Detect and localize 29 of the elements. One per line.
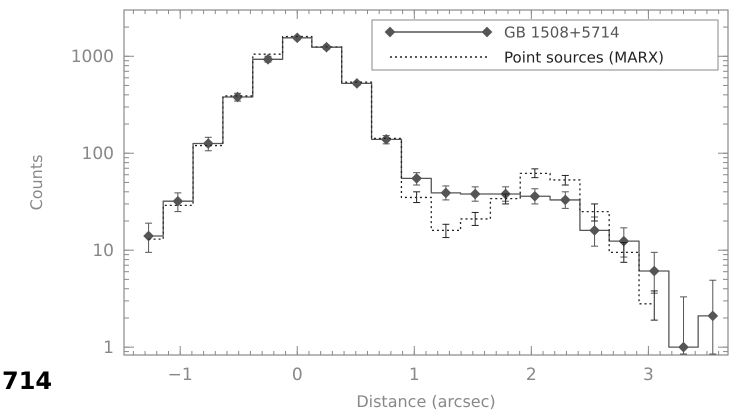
x-axis-title: Distance (arcsec) <box>356 392 496 411</box>
y-tick-label: 100 <box>82 144 114 164</box>
point <box>203 138 214 149</box>
x-tick-label: −1 <box>168 365 193 385</box>
y-tick-label: 1 <box>103 338 114 358</box>
text: 714 <box>2 367 52 395</box>
point <box>440 188 451 198</box>
x-tick-label: 2 <box>526 365 537 385</box>
point <box>352 78 362 88</box>
point <box>560 194 570 206</box>
y-tick-label: 1000 <box>70 47 114 68</box>
x-tick-label: 0 <box>292 365 303 385</box>
legend-label: GB 1508+5714 <box>504 23 620 42</box>
point <box>470 188 480 200</box>
point <box>708 310 718 322</box>
x-tick-label: 3 <box>642 365 654 385</box>
point <box>678 342 689 352</box>
point <box>412 173 422 184</box>
point <box>292 32 302 43</box>
point <box>172 196 183 206</box>
x-tick-label: 1 <box>408 365 420 385</box>
point <box>589 225 600 236</box>
point <box>321 42 332 52</box>
point <box>530 191 540 202</box>
point <box>649 266 660 276</box>
point <box>143 230 154 242</box>
y-axis-title: Counts <box>27 154 46 210</box>
text: Point sources (MARX) <box>504 48 664 66</box>
y-tick-label: 10 <box>92 241 114 262</box>
